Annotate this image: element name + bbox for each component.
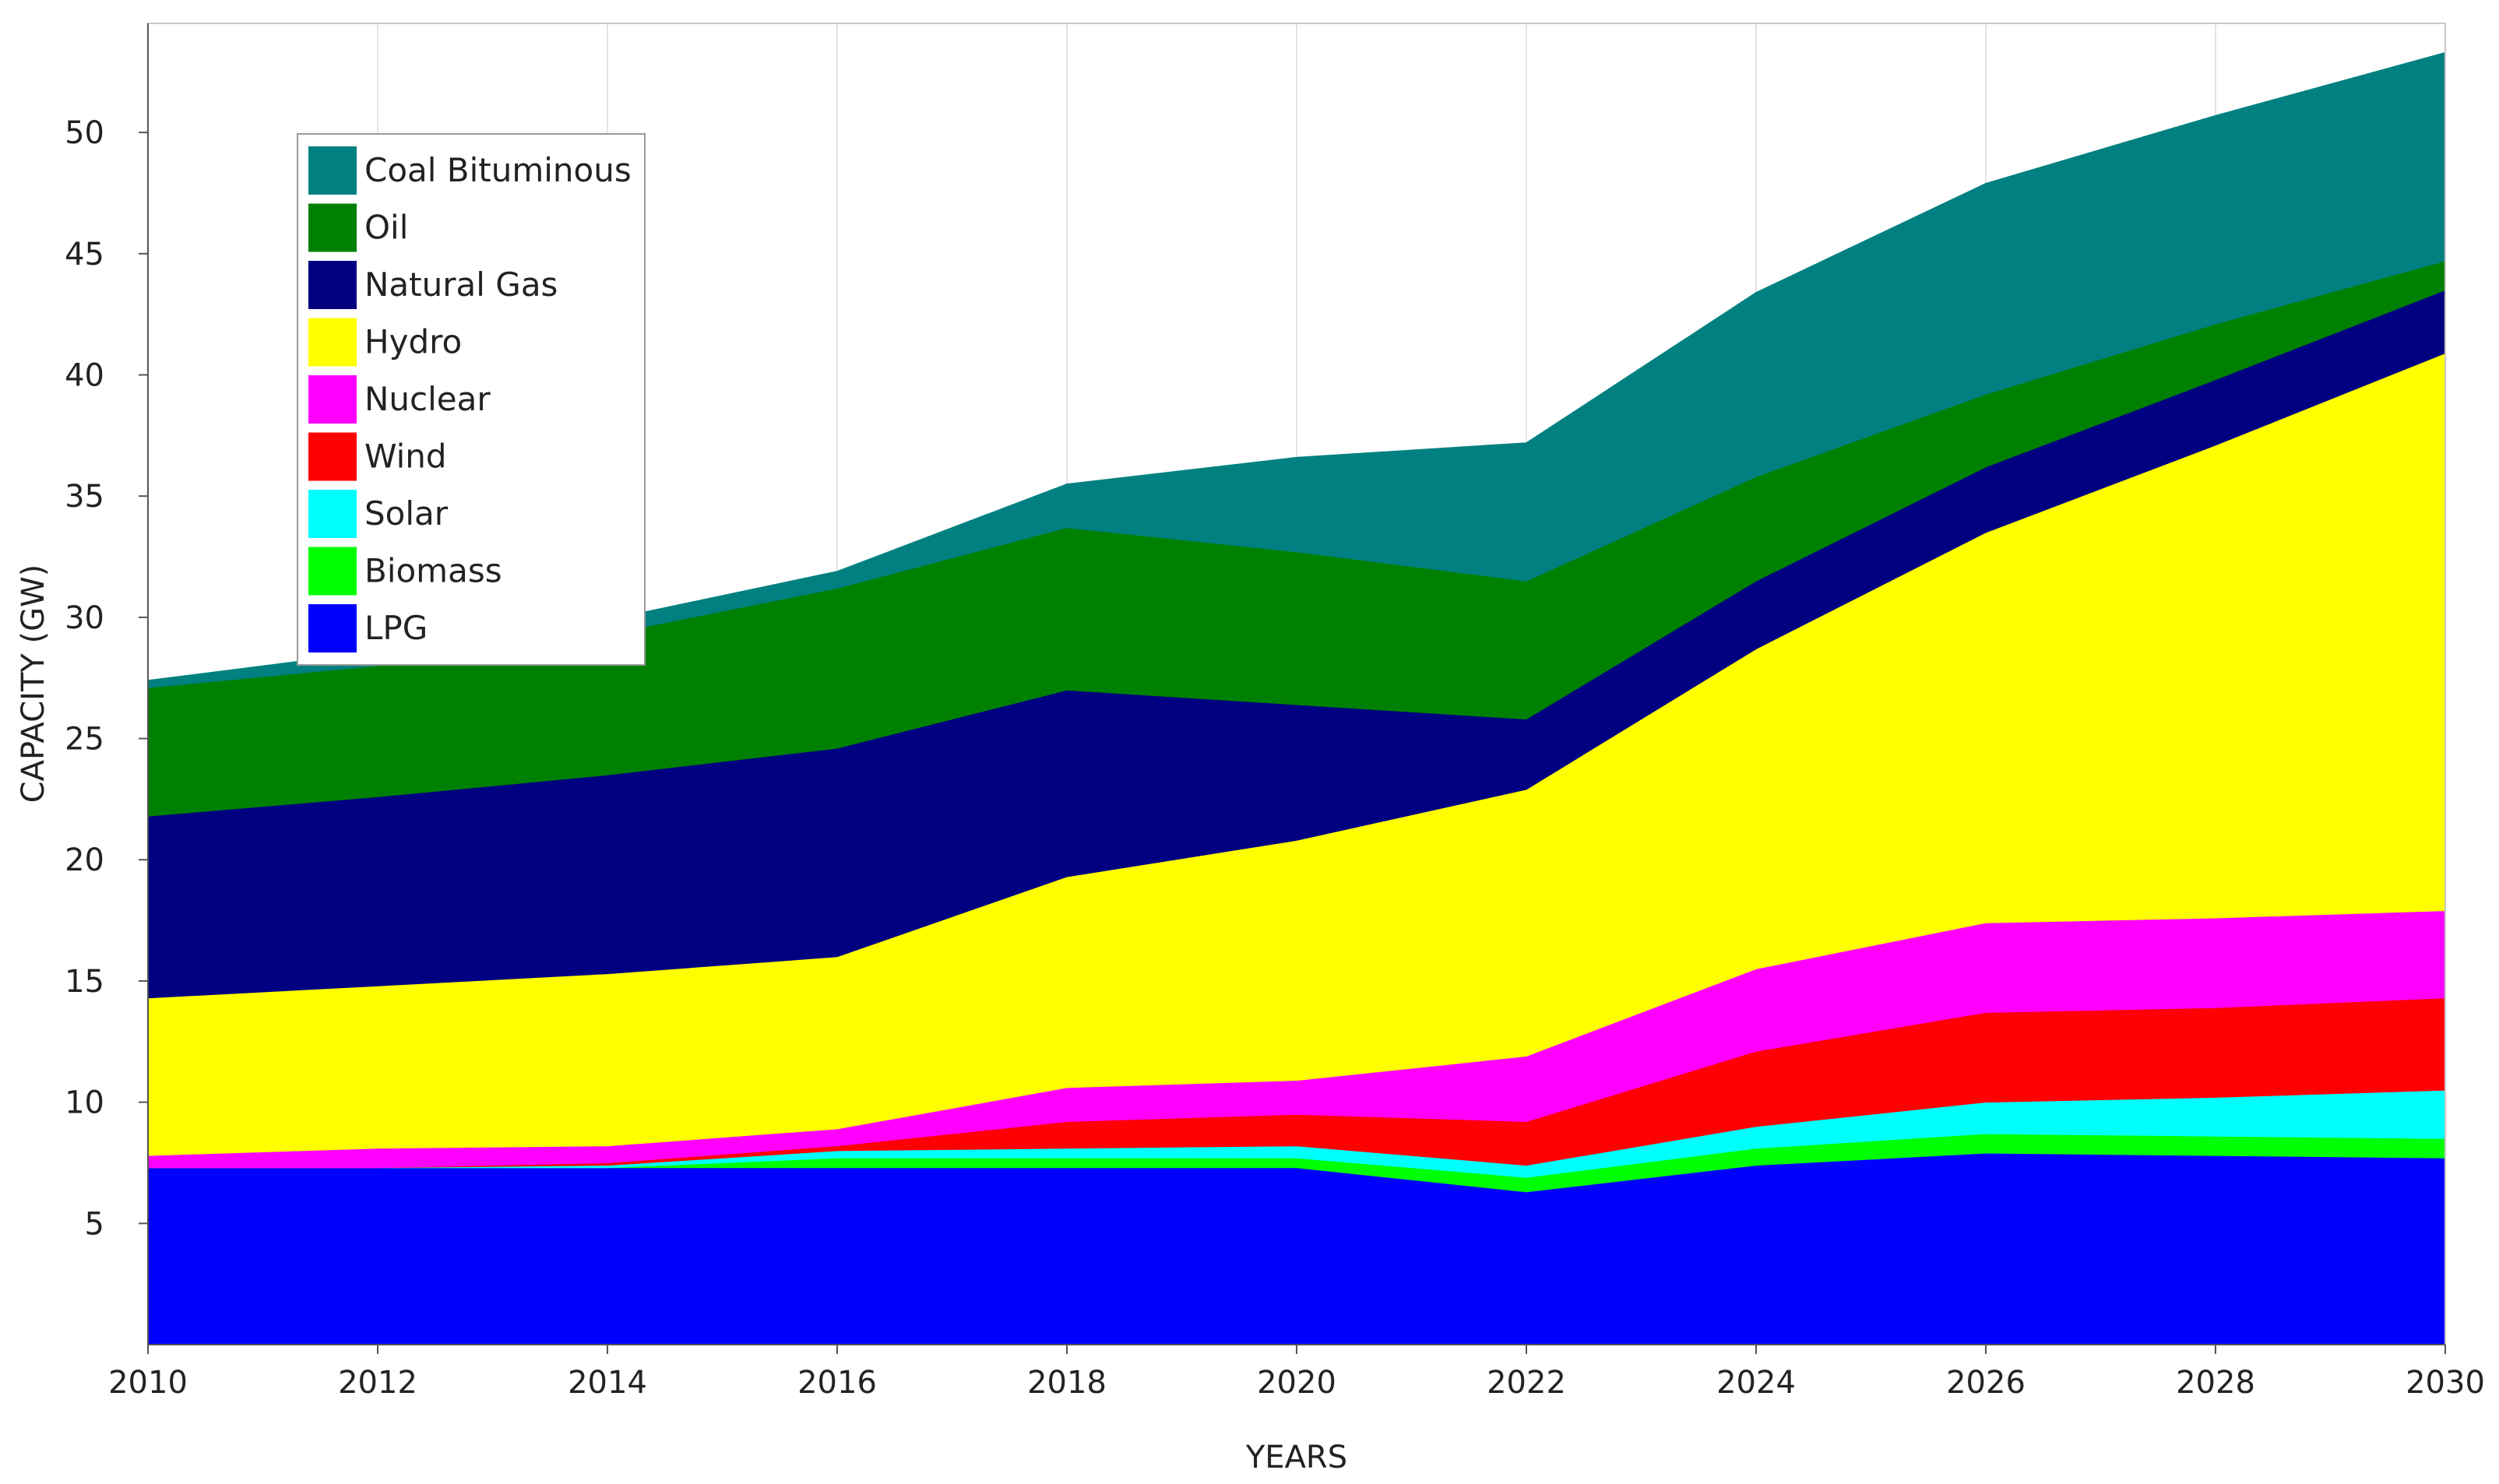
y-tick-label: 35 [65,479,104,515]
y-tick-label: 20 [65,842,104,878]
legend-swatch-oil [308,203,357,252]
legend-label: Wind [364,438,447,476]
legend: Coal Bituminous Oil Natural Gas Hydro Nuclea… [297,133,646,666]
legend-swatch-wind [308,432,357,481]
legend-swatch-lpg [308,604,357,652]
tick-labels: 2010 2012 2014 2016 2018 2020 2022 2024 2026 2028… [65,115,2485,1401]
legend-swatch-natural-gas [308,261,357,309]
legend-swatch-coal-bituminous [308,146,357,195]
x-tick-label: 2020 [1257,1365,1336,1401]
legend-label: Natural Gas [364,266,558,304]
stacked-areas [147,51,2446,1345]
legend-swatch-solar [308,490,357,538]
x-tick-label: 2014 [568,1365,647,1401]
y-tick-label: 10 [65,1085,104,1121]
y-tick-label: 25 [65,722,104,758]
x-tick-label: 2016 [797,1365,877,1401]
legend-swatch-hydro [308,318,357,367]
y-tick-label: 50 [65,115,104,151]
x-tick-label: 2024 [1716,1365,1796,1401]
legend-label: Oil [364,209,408,247]
y-tick-label: 45 [65,237,104,273]
x-tick-label: 2026 [1946,1365,2026,1401]
x-tick-label: 2030 [2406,1365,2485,1401]
legend-label: LPG [364,609,428,647]
x-tick-label: 2018 [1027,1365,1107,1401]
x-axis-title: YEARS [1245,1440,1347,1475]
legend-label: Coal Bituminous [364,151,632,189]
legend-label: Solar [364,494,449,533]
y-tick-label: 40 [65,357,104,393]
legend-label: Nuclear [364,380,491,418]
legend-label: Biomass [364,552,502,590]
legend-label: Hydro [364,323,462,361]
y-axis-title: CAPACITY (GW) [16,564,51,804]
x-tick-label: 2012 [338,1365,417,1401]
y-tick-label: 15 [65,964,104,1000]
area-lpg [147,1152,2446,1345]
x-tick-label: 2022 [1487,1365,1566,1401]
x-tick-label: 2028 [2176,1365,2255,1401]
legend-swatch-nuclear [308,375,357,424]
y-tick-label: 5 [85,1206,104,1242]
x-tick-label: 2010 [108,1365,188,1401]
legend-swatch-biomass [308,547,357,596]
y-tick-label: 30 [65,600,104,636]
